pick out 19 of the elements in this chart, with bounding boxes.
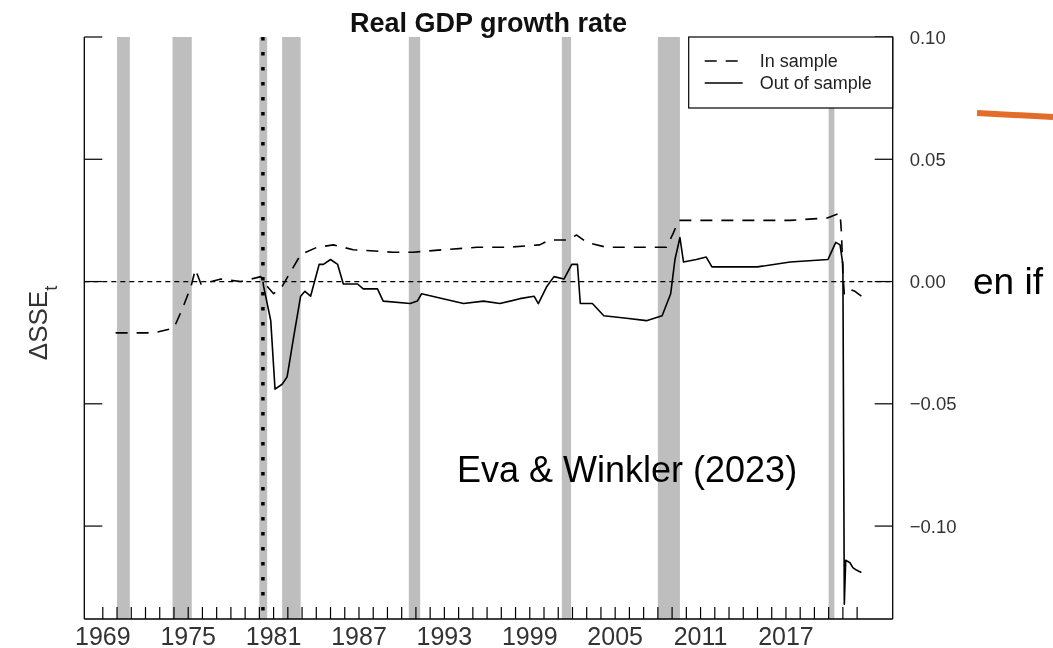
- chart-title: Real GDP growth rate: [349, 8, 628, 38]
- x-tick-label: 2017: [758, 622, 814, 648]
- x-tick-label: 1993: [416, 622, 473, 648]
- x-tick-label: 2011: [673, 622, 728, 648]
- legend-label: Out of sample: [759, 73, 872, 93]
- legend-label: In sample: [759, 51, 838, 71]
- y-tick-label: 0.10: [909, 26, 946, 48]
- y-tick-label: −0.10: [909, 515, 957, 537]
- x-tick-label: 1999: [501, 622, 558, 648]
- y-tick-label: 0.00: [909, 271, 946, 293]
- text: en if: [973, 261, 1044, 302]
- x-tick-label: 1981: [245, 622, 302, 648]
- y-tick-label: −0.05: [909, 393, 957, 415]
- y-tick-label: 0.05: [909, 148, 946, 170]
- x-tick-label: 1987: [331, 622, 387, 648]
- x-tick-label: 2005: [587, 622, 643, 648]
- x-tick-label: 1969: [74, 622, 131, 648]
- x-tick-label: 1975: [160, 622, 217, 648]
- annotation: Eva & Winkler (2023): [457, 449, 798, 490]
